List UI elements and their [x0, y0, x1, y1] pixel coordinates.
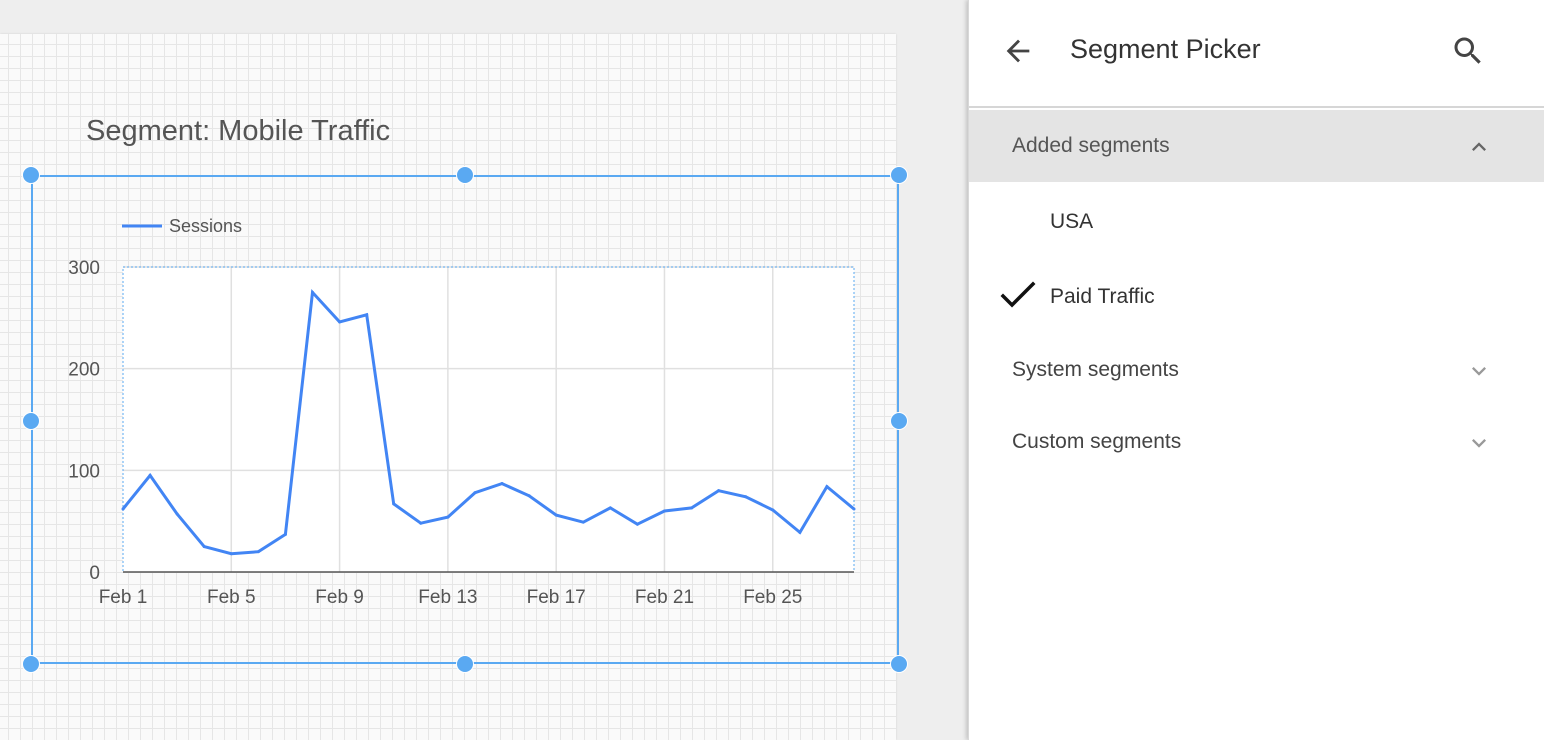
segment-label: USA: [1050, 210, 1094, 233]
section-custom-segments[interactable]: Custom segments: [969, 406, 1544, 478]
legend-label: Sessions: [169, 216, 242, 236]
x-tick-label: Feb 9: [315, 587, 364, 608]
data-point: [338, 320, 342, 324]
segment-item-usa[interactable]: USA: [969, 188, 1544, 254]
data-point: [825, 485, 829, 489]
x-tick-label: Feb 21: [635, 587, 694, 608]
chevron-down-icon: [1465, 357, 1493, 385]
y-tick-label: 0: [89, 563, 100, 584]
data-point: [554, 513, 558, 517]
time-series-chart[interactable]: 0 100 200 300 Feb 1 Feb 5 Feb 9 Feb 13 Feb 17 Feb…: [0, 0, 968, 740]
data-point: [744, 495, 748, 499]
data-point: [202, 545, 206, 549]
series-line-sessions: [121, 288, 855, 556]
section-added-segments[interactable]: Added segments: [969, 110, 1544, 182]
data-point: [229, 552, 233, 556]
section-system-segments[interactable]: System segments: [969, 334, 1544, 406]
data-point: [121, 507, 125, 511]
resize-handle-left[interactable]: [22, 412, 40, 430]
data-point: [473, 491, 477, 495]
data-point: [771, 508, 775, 512]
x-tick-label: Feb 13: [418, 587, 477, 608]
resize-handle-top[interactable]: [456, 166, 474, 184]
plot-area: [123, 267, 854, 572]
data-point: [419, 521, 423, 525]
data-point: [717, 489, 721, 493]
data-point: [148, 473, 152, 477]
panel-title: Segment Picker: [1070, 34, 1261, 64]
chart-title[interactable]: Segment: Mobile Traffic: [86, 115, 391, 147]
back-button[interactable]: [997, 30, 1039, 72]
arrow-back-icon: [1006, 39, 1030, 63]
data-point: [581, 520, 585, 524]
data-point: [635, 522, 639, 526]
chevron-up-icon: [1465, 133, 1493, 161]
y-tick-label: 200: [68, 360, 100, 381]
y-tick-label: 100: [68, 461, 100, 482]
data-point: [527, 494, 531, 498]
panel-header: Segment Picker: [969, 0, 1544, 108]
x-tick-label: Feb 1: [99, 587, 148, 608]
resize-handle-top-right[interactable]: [890, 166, 908, 184]
section-label: Added segments: [1012, 134, 1170, 157]
y-tick-label: 300: [68, 258, 100, 279]
data-point: [283, 532, 287, 536]
segment-picker-panel: Segment Picker Added segments USA Paid T…: [968, 0, 1544, 740]
resize-handle-bottom-right[interactable]: [890, 655, 908, 673]
report-canvas: Segment: Mobile Traffic 0 100 200 300 Feb 1 F…: [0, 0, 968, 740]
segment-label: Paid Traffic: [1050, 285, 1155, 308]
resize-handle-right[interactable]: [890, 412, 908, 430]
data-point: [852, 507, 856, 511]
section-label: System segments: [1012, 358, 1179, 381]
search-icon: [1454, 37, 1481, 64]
x-tick-label: Feb 25: [743, 587, 802, 608]
data-point: [392, 502, 396, 506]
resize-handle-bottom-left[interactable]: [22, 655, 40, 673]
data-point: [662, 509, 666, 513]
section-label: Custom segments: [1012, 430, 1182, 453]
data-point: [608, 506, 612, 510]
data-point: [365, 313, 369, 317]
x-tick-label: Feb 17: [527, 587, 586, 608]
chevron-down-icon: [1465, 429, 1493, 457]
segment-item-paid-traffic[interactable]: Paid Traffic: [969, 263, 1544, 329]
data-point: [175, 512, 179, 516]
data-point: [798, 530, 802, 534]
resize-handle-top-left[interactable]: [22, 166, 40, 184]
x-tick-label: Feb 5: [207, 587, 256, 608]
data-point: [256, 550, 260, 554]
data-point: [446, 515, 450, 519]
checkmark-icon: [1000, 281, 1036, 308]
data-point: [311, 290, 315, 294]
data-point: [690, 506, 694, 510]
search-button[interactable]: [1447, 30, 1489, 72]
data-point: [500, 482, 504, 486]
resize-handle-bottom[interactable]: [456, 655, 474, 673]
